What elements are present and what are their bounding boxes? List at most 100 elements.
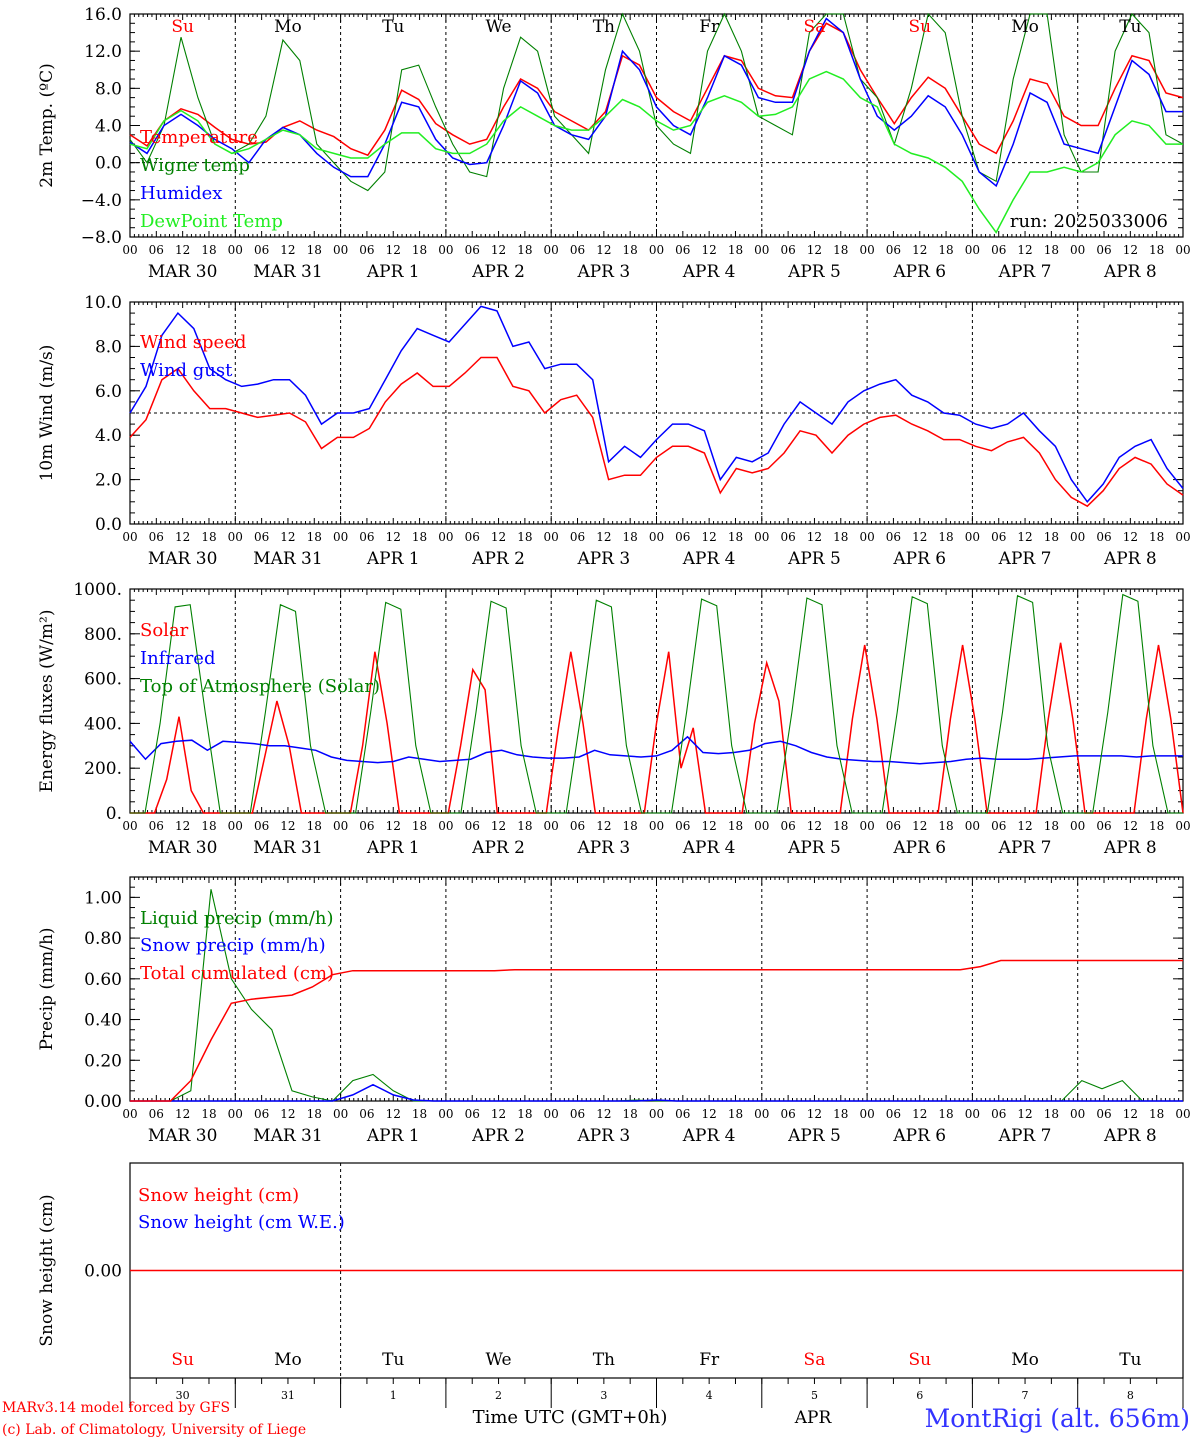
x-tick-label: 12	[807, 243, 822, 257]
date-label: APR 7	[998, 1126, 1052, 1146]
legend-entry: Wind gust	[140, 360, 233, 381]
x-tick-label: 00	[544, 530, 559, 544]
weekday-label: Mo	[1011, 1350, 1039, 1370]
y-tick-label: 0.40	[84, 1011, 122, 1031]
x-tick-label: 12	[912, 243, 927, 257]
x-tick-label: 00	[544, 819, 559, 833]
panel-2: 00 06 12 18 00 06 12 18 00 06 12 18 00 06 12 18 00 06 12 18…	[37, 293, 1191, 569]
legend-entry: Snow precip (mm/h)	[140, 935, 326, 956]
x-tick-label: 12	[702, 819, 717, 833]
x-tick-label: 12	[280, 530, 295, 544]
x-tick-label: 18	[1044, 530, 1059, 544]
date-label: APR 8	[1103, 1126, 1157, 1146]
legend-entry: Infrared	[140, 648, 215, 669]
x-tick-label: 00	[438, 819, 453, 833]
series-line-solar	[130, 642, 1184, 814]
date-label: APR 8	[1103, 838, 1157, 858]
x-tick-label: 06	[570, 1107, 585, 1121]
date-label: APR 6	[892, 1126, 946, 1146]
x-tick-label: 12	[1123, 243, 1138, 257]
date-label: APR 3	[576, 1126, 630, 1146]
y-tick-label: 10.0	[84, 293, 122, 313]
y-tick-label: 0.	[106, 804, 122, 824]
weekday-label: Th	[593, 1350, 615, 1370]
x-tick-label: 06	[465, 243, 480, 257]
x-tick-label: 18	[623, 530, 638, 544]
y-tick-label: 16.0	[84, 5, 122, 25]
x-tick-label: 00	[649, 1107, 664, 1121]
x-tick-label: 00	[1070, 819, 1085, 833]
x-tick-label: 12	[280, 1107, 295, 1121]
legend-entry: Total cumulated (cm)	[140, 963, 334, 984]
x-tick-label: 18	[728, 243, 743, 257]
y-tick-label: 0.00	[84, 1262, 122, 1282]
date-label: APR 5	[787, 262, 841, 282]
x-tick-label: 06	[991, 243, 1006, 257]
series-line-infrared	[129, 735, 1183, 765]
x-tick-label: 06	[1096, 530, 1111, 544]
x-tick-label: 12	[702, 530, 717, 544]
date-label: APR 7	[998, 838, 1052, 858]
x-tick-label: 12	[491, 243, 506, 257]
x-tick-label: 18	[412, 243, 427, 257]
date-label: APR 3	[576, 262, 630, 282]
y-tick-label: 6.0	[95, 382, 122, 402]
x-tick-label: 06	[254, 243, 269, 257]
weekday-label: Tu	[382, 1350, 404, 1370]
y-tick-label: 400.	[84, 714, 122, 734]
x-tick-label: 18	[1149, 243, 1164, 257]
x-tick-label: 00	[965, 243, 980, 257]
x-tick-label: 12	[1017, 1107, 1032, 1121]
x-tick-label: 06	[780, 819, 795, 833]
date-label: APR 5	[787, 549, 841, 569]
y-tick-label: 200.	[84, 759, 122, 779]
x-tick-label: 18	[201, 819, 216, 833]
day-number-label: 8	[1127, 1389, 1134, 1402]
date-label: MAR 30	[148, 549, 218, 569]
weekday-label: Tu	[1119, 17, 1141, 37]
x-tick-label: 18	[307, 530, 322, 544]
x-tick-label: 00	[1175, 819, 1190, 833]
x-tick-label: 18	[938, 530, 953, 544]
date-label: MAR 31	[253, 549, 323, 569]
footer-time-label: Time UTC (GMT+0h)	[473, 1407, 668, 1428]
x-tick-label: 12	[596, 1107, 611, 1121]
x-tick-label: 18	[201, 243, 216, 257]
x-tick-label: 06	[570, 530, 585, 544]
x-tick-label: 00	[122, 243, 137, 257]
x-tick-label: 06	[991, 530, 1006, 544]
x-tick-label: 00	[122, 819, 137, 833]
y-tick-label: 0.20	[84, 1051, 122, 1071]
x-tick-label: 06	[465, 530, 480, 544]
x-tick-label: 18	[517, 530, 532, 544]
x-tick-label: 12	[175, 530, 190, 544]
x-tick-label: 12	[280, 243, 295, 257]
x-tick-label: 18	[412, 1107, 427, 1121]
x-tick-label: 00	[333, 1107, 348, 1121]
x-tick-label: 00	[544, 243, 559, 257]
weekday-label: Tu	[382, 17, 404, 37]
x-tick-label: 00	[649, 243, 664, 257]
y-tick-label: 800.	[84, 625, 122, 645]
x-tick-label: 18	[833, 530, 848, 544]
x-tick-label: 12	[386, 1107, 401, 1121]
panel-5: Su Mo Tu We Th Fr Sa Su Mo Tu 30 31 1 2 3 4 5 6 7 8 0.00 Snow…	[37, 1162, 1184, 1408]
y-tick-label: 0.0	[95, 515, 122, 535]
date-label: APR 6	[892, 838, 946, 858]
x-tick-label: 00	[859, 1107, 874, 1121]
x-tick-label: 00	[438, 530, 453, 544]
weekday-label: Fr	[699, 17, 720, 37]
day-number-label: 7	[1022, 1389, 1029, 1402]
x-tick-label: 18	[517, 243, 532, 257]
x-tick-label: 06	[780, 243, 795, 257]
y-tick-label: 8.0	[95, 79, 122, 99]
date-label: MAR 30	[148, 262, 218, 282]
x-tick-label: 00	[1175, 1107, 1190, 1121]
x-tick-label: 00	[859, 530, 874, 544]
x-tick-label: 18	[938, 819, 953, 833]
day-number-label: 6	[916, 1389, 923, 1402]
day-number-label: 1	[390, 1389, 397, 1402]
y-tick-label: 1.00	[84, 888, 122, 908]
x-tick-label: 12	[807, 530, 822, 544]
